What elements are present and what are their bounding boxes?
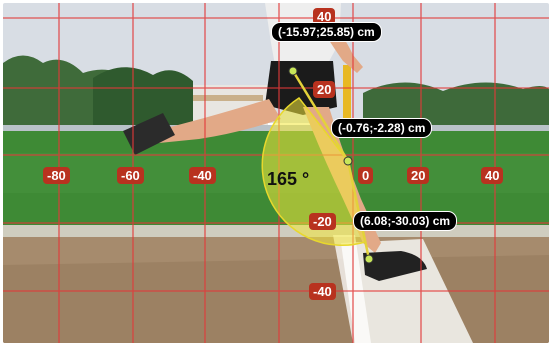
axis-label-x: 40 — [481, 167, 504, 184]
point-coordinate-label: (-0.76;-2.28) cm — [331, 118, 433, 138]
axis-label-x: -40 — [189, 167, 216, 184]
axis-label-y: 40 — [313, 8, 336, 25]
axis-label-x: -60 — [117, 167, 144, 184]
axis-label-y: -20 — [309, 213, 336, 230]
angle-value-label: 165 ° — [267, 169, 310, 189]
axis-label-y: -40 — [309, 283, 336, 300]
axis-label-x: 0 — [358, 167, 374, 184]
point-coordinate-label: (6.08;-30.03) cm — [353, 211, 458, 231]
axis-label-x: 20 — [407, 167, 430, 184]
video-frame: -80 -60 -40 0 20 40 40 20 -20 -40 165 ° … — [3, 3, 549, 343]
axis-label-y: 20 — [313, 81, 336, 98]
axis-label-x: -80 — [43, 167, 70, 184]
point-coordinate-label: (-15.97;25.85) cm — [271, 22, 382, 42]
